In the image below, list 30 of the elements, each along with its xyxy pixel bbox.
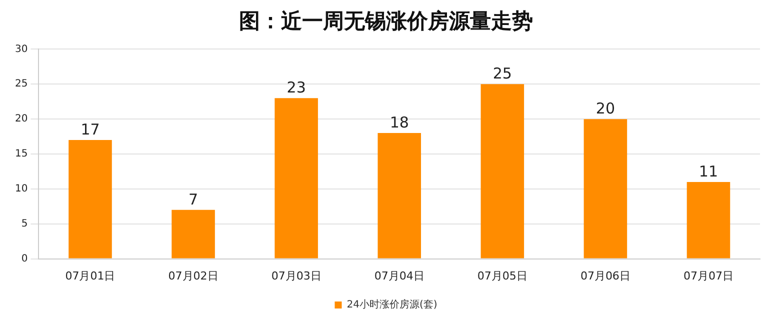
- bar: [584, 119, 628, 258]
- data-label: 25: [492, 64, 512, 83]
- x-tick-label: 07月01日: [65, 269, 116, 282]
- y-tick-label: 30: [14, 44, 28, 55]
- data-label: 18: [390, 113, 409, 132]
- y-tick-label: 15: [14, 148, 28, 160]
- x-tick-label: 07月07日: [683, 269, 734, 282]
- data-label: 11: [698, 162, 718, 180]
- y-tick-label: 5: [21, 218, 28, 230]
- data-label: 23: [286, 78, 306, 96]
- y-tick-label: 25: [14, 78, 28, 90]
- y-tick-label: 10: [14, 184, 28, 195]
- x-tick-label: 07月06日: [580, 269, 630, 282]
- x-tick-label: 07月05日: [477, 269, 528, 282]
- x-tick-label: 07月02日: [168, 269, 218, 282]
- bar: [378, 133, 421, 258]
- data-label: 20: [596, 99, 615, 118]
- data-label: 17: [80, 120, 100, 138]
- y-tick-label: 0: [21, 253, 28, 264]
- data-label: 7: [188, 190, 198, 208]
- y-tick-label: 20: [14, 114, 28, 125]
- chart-title: 图：近一周无锡涨价房源量走势: [239, 9, 533, 34]
- bar: [68, 140, 112, 258]
- bar: [686, 182, 730, 258]
- x-tick-label: 07月03日: [271, 269, 322, 282]
- legend-label: 24小时涨价房源(套): [346, 298, 438, 311]
- bar: [274, 98, 318, 258]
- bar: [480, 84, 524, 258]
- x-tick-label: 07月04日: [374, 269, 424, 282]
- bar: [172, 210, 215, 258]
